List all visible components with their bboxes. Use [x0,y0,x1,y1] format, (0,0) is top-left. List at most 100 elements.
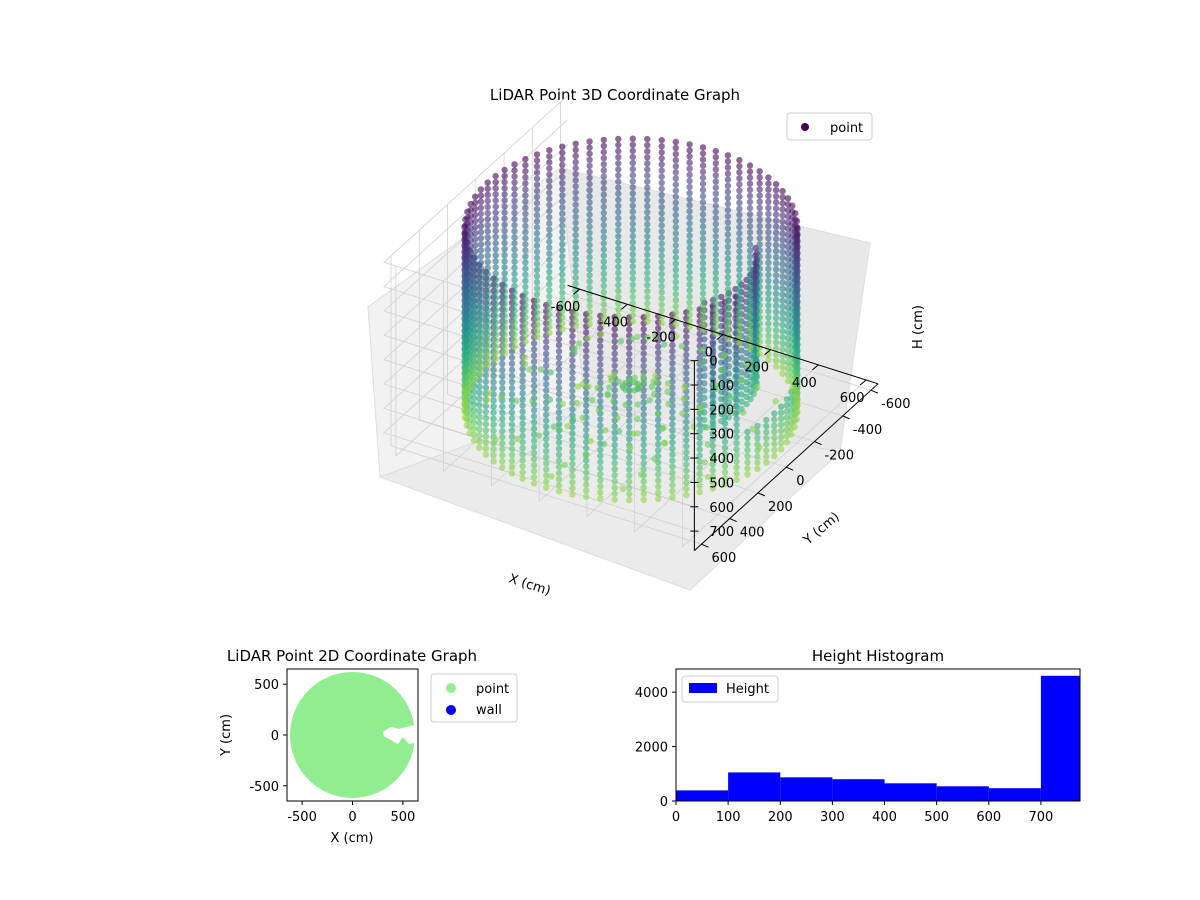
data-point-3d [784,377,792,385]
data-point-3d [772,333,780,340]
data-point-3d [501,233,508,241]
y-tick-3d [786,466,794,471]
data-point-3d [718,388,725,396]
data-point-3d [655,495,662,503]
data-point-3d [640,423,647,430]
data-point-3d [772,327,780,334]
data-point-3d [746,217,754,224]
data-point-3d [640,447,647,455]
data-point-3d [746,296,754,303]
data-point-3d [640,435,647,443]
data-point-3d [683,406,690,413]
data-point-3d [669,366,676,373]
data-point-3d [533,181,541,188]
data-point-3d [484,179,491,186]
data-point-3d [733,427,740,435]
histogram-title: Height Histogram [812,647,944,665]
data-point-3d [477,295,485,303]
data-point-3d [522,247,529,254]
data-point-3d [530,370,538,377]
data-point-3d [626,460,633,467]
data-point-3d [472,290,479,298]
data-point-3d [709,485,716,492]
y-tick-3d [870,389,879,394]
data-point-3d [511,161,518,168]
data-point-3d [600,191,607,198]
data-point-3d [556,426,563,434]
data-point-3d [724,164,732,171]
chart-histogram: Height Histogram 0 100 200 300 400 500 600 7000… [635,647,1081,825]
data-point-3d [712,233,719,240]
data-point-3d [530,382,538,390]
data-point-3d [511,264,518,271]
data-point-3d [672,217,679,225]
data-point-3d [669,408,676,416]
data-point-3d [477,271,485,278]
data-point-3d [499,379,506,386]
data-point-3d [699,168,707,175]
data-point-3d [725,355,732,363]
data-point-3d [629,135,636,142]
data-point-3d [699,180,707,188]
data-point-3d [499,446,506,453]
data-point-3d [600,173,607,180]
data-point-3d [701,387,708,394]
data-point-3d [709,413,717,421]
data-point-3d [784,201,792,208]
data-point-3d [572,183,579,190]
data-point-3d [519,396,526,403]
data-point-3d [586,247,593,255]
data-point-3d [658,149,665,156]
data-point-3d [718,381,725,388]
data-point-3d [732,366,739,373]
data-point-3d [522,253,529,260]
data-point-3d [583,426,590,433]
data-point-3d [651,332,659,339]
x-tick-3d [859,379,867,386]
data-point-3d [765,302,772,309]
data-point-3d [511,276,518,284]
data-point-3d [744,471,751,478]
data-point-3d [472,309,479,316]
data-point-3d [569,485,576,492]
data-point-3d [522,332,529,339]
data-point-3d [765,186,772,193]
data-point-3d [508,378,516,386]
data-point-3d [499,439,506,447]
data-point-3d [543,478,550,485]
data-point-3d [511,282,518,290]
data-point-3d [683,485,690,493]
data-point-3d [572,323,579,330]
data-point-3d [763,416,770,424]
data-point-3d [530,352,538,359]
data-point-3d [771,452,778,460]
data-point-3d [543,417,550,424]
data-point-3d [712,220,719,228]
data-point-3d [572,292,579,300]
data-point-3d [530,358,538,365]
data-point-3d [583,359,590,367]
data-point-3d [784,274,792,281]
data-point-3d [501,221,508,228]
data-point-3d [756,235,763,242]
data-point-3d [752,369,759,376]
data-point-3d [572,311,579,318]
data-point-3d [669,445,676,452]
data-point-3d [615,184,622,191]
data-point-3d [519,371,526,379]
data-point-3d [772,272,780,279]
data-point-3d [744,453,751,460]
data-point-3d [615,208,622,216]
data-point-3d [533,199,541,207]
data-point-3d [724,267,732,275]
z-tick-label-3d: 700 [709,525,734,540]
data-point-3d [615,154,622,161]
data-point-3d [721,444,729,452]
data-point-3d [472,278,479,286]
data-point-3d [484,307,491,314]
data-point-3d [738,354,745,361]
data-point-3d [492,215,499,222]
data-point-3d [511,331,518,338]
data-point-3d [530,462,538,469]
points-3d [461,135,801,504]
